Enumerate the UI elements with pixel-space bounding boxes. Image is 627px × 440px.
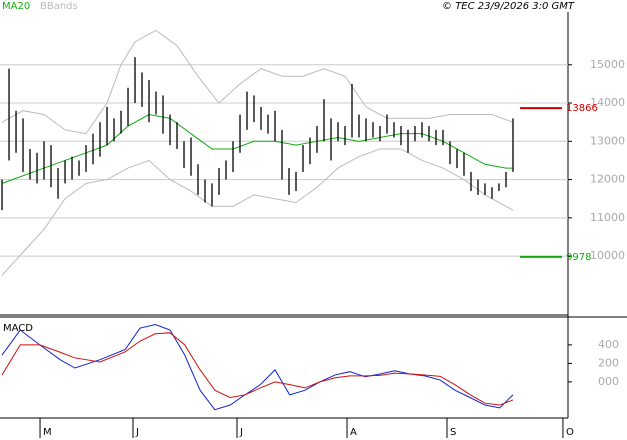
y-tick-label: 10000 — [590, 249, 625, 262]
y-tick-label: 200 — [598, 356, 619, 369]
y-tick-label: 14000 — [590, 96, 625, 109]
macd-line — [1, 323, 514, 411]
y-tick-label: 15000 — [590, 58, 625, 71]
band-lower — [1, 148, 514, 276]
legend-ma20: MA20 — [2, 1, 30, 12]
macd-line — [1, 332, 514, 406]
legend-bbands: BBands — [40, 1, 78, 12]
y-tick-label: 000 — [598, 375, 619, 388]
x-tick-label: M — [43, 427, 52, 438]
x-tick-label: J — [239, 427, 243, 438]
x-tick-label: O — [566, 427, 574, 438]
source: © TEC 23/9/2026 3:0 GMT — [442, 1, 575, 12]
ma-line — [1, 114, 513, 184]
x-tick-label: J — [135, 427, 139, 438]
x-tick-label: S — [450, 427, 456, 438]
level-label: 13866 — [566, 103, 598, 114]
y-tick-label: 400 — [598, 338, 619, 351]
band-upper — [1, 29, 514, 135]
level-label: 9978 — [566, 252, 591, 263]
y-tick-label: 11000 — [590, 211, 625, 224]
y-tick-label: 13000 — [590, 134, 625, 147]
y-tick-label: 12000 — [590, 173, 625, 186]
macd-title: MACD — [3, 323, 33, 334]
x-tick-label: A — [350, 427, 357, 438]
